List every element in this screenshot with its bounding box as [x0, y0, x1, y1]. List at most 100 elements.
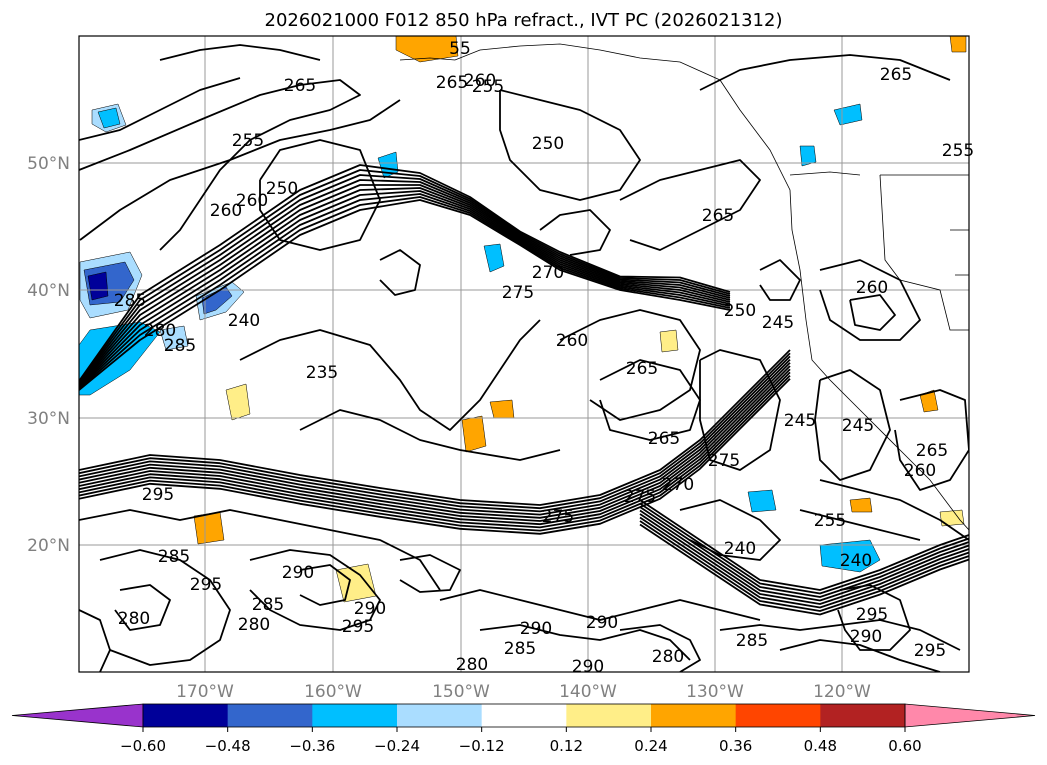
- colorbar-frame: [142, 703, 906, 728]
- shaded-cell: [97, 107, 121, 129]
- colorbar-segment: [735, 704, 821, 727]
- latitude-labels: 50°N 40°N 30°N 20°N: [27, 154, 70, 556]
- lat-label: 40°N: [27, 281, 70, 301]
- contour-label: 280: [456, 655, 488, 675]
- lon-label: 130°W: [686, 682, 744, 702]
- contour-line: [79, 349, 791, 506]
- contour-label: 265: [284, 76, 316, 96]
- contour-line: [379, 249, 421, 296]
- colorbar-segment: [651, 704, 737, 727]
- contour-line: [79, 99, 401, 241]
- colorbar-tick-label: 0.60: [888, 737, 921, 755]
- refractivity-contours: [79, 44, 969, 672]
- colorbar-extend-right: [904, 703, 1036, 728]
- colorbar-tick-label: −0.12: [459, 737, 505, 755]
- contour-line: [679, 499, 781, 561]
- contour-line: [79, 355, 791, 513]
- lon-label: 140°W: [559, 682, 617, 702]
- colorbar-extend-left: [11, 703, 144, 728]
- shaded-cell: [819, 539, 881, 573]
- contour-line: [79, 196, 731, 390]
- shaded-cell: [461, 415, 487, 453]
- contour-line: [114, 584, 171, 631]
- contour-line: [639, 499, 969, 591]
- lon-label: 150°W: [432, 682, 490, 702]
- contour-label: 280: [144, 321, 176, 341]
- contour-label: 285: [164, 336, 196, 356]
- contour-line: [79, 352, 791, 510]
- contour-label: 280: [652, 647, 684, 667]
- contour-label: 265: [436, 73, 468, 93]
- colorbar-segment: [312, 704, 398, 727]
- contour-line: [499, 89, 641, 201]
- contour-label: 295: [856, 605, 888, 625]
- contour-label: 295: [142, 485, 174, 505]
- shaded-cell: [919, 389, 939, 413]
- contour-label: 235: [306, 363, 338, 383]
- colorbar-tick-label: 0.12: [550, 737, 583, 755]
- contour-label: 245: [762, 313, 794, 333]
- contour-line: [99, 549, 231, 666]
- contour-line: [299, 409, 561, 461]
- shaded-cell: [849, 497, 873, 513]
- contour-label: 240: [840, 551, 872, 571]
- contour-line: [79, 164, 731, 382]
- shaded-cell: [225, 383, 251, 421]
- contour-line: [249, 549, 381, 631]
- coastline: [399, 43, 969, 531]
- contour-line: [849, 294, 896, 331]
- contour-line: [79, 190, 731, 388]
- coastline: [950, 229, 969, 276]
- contour-line: [79, 358, 791, 516]
- contour-line: [79, 184, 731, 386]
- longitude-labels: 170°W 160°W 150°W 140°W 130°W 120°W: [176, 682, 871, 702]
- contour-line: [639, 516, 969, 609]
- shaded-cell: [747, 489, 777, 513]
- contour-line: [819, 479, 969, 541]
- colorbar-tick-label: −0.60: [120, 737, 166, 755]
- lon-label: 170°W: [176, 682, 234, 702]
- contour-label: 285: [252, 595, 284, 615]
- contour-label: 290: [282, 563, 314, 583]
- colorbar-segment: [820, 704, 906, 727]
- shaded-cell: [87, 271, 109, 301]
- contour-line: [399, 554, 461, 593]
- map-title: 2026021000 F012 850 hPa refract., IVT PC…: [264, 10, 783, 31]
- contour-line: [539, 209, 611, 256]
- contour-label: 245: [842, 416, 874, 436]
- contour-label: 295: [914, 641, 946, 661]
- lat-label: 50°N: [27, 154, 70, 174]
- contour-line: [639, 520, 969, 612]
- lat-label: 20°N: [27, 536, 70, 556]
- contour-label: 250: [724, 301, 756, 321]
- contour-label: 275: [624, 487, 656, 507]
- contour-label: 255: [472, 77, 504, 97]
- contour-line: [639, 513, 969, 605]
- contour-line: [79, 79, 361, 251]
- contour-line: [479, 624, 691, 661]
- colorbar-segment: [397, 704, 483, 727]
- contour-line: [259, 139, 381, 251]
- colorbar: −0.60 −0.48 −0.36 −0.24 −0.12 0.12 0.24 0.36 0.4…: [11, 703, 1036, 755]
- contour-line: [299, 564, 351, 606]
- shaded-cell: [833, 103, 863, 126]
- contour-label: 285: [504, 639, 536, 659]
- contour-label: 265: [880, 65, 912, 85]
- contour-label: 240: [228, 311, 260, 331]
- shaded-cell: [159, 325, 189, 351]
- contour-label: 255: [814, 511, 846, 531]
- contour-line: [719, 619, 961, 651]
- contour-label: 260: [556, 331, 588, 351]
- contour-label: 260: [210, 201, 242, 221]
- contour-line: [79, 179, 731, 385]
- contour-label: 290: [354, 599, 386, 619]
- contour-line: [814, 369, 891, 481]
- contour-label: 285: [736, 631, 768, 651]
- contour-line: [79, 187, 731, 387]
- contour-label: 260: [236, 191, 268, 211]
- colorbar-tick-label: −0.36: [289, 737, 335, 755]
- contour-label: 285: [158, 547, 190, 567]
- contour-line: [79, 174, 731, 384]
- contour-line: [619, 159, 761, 251]
